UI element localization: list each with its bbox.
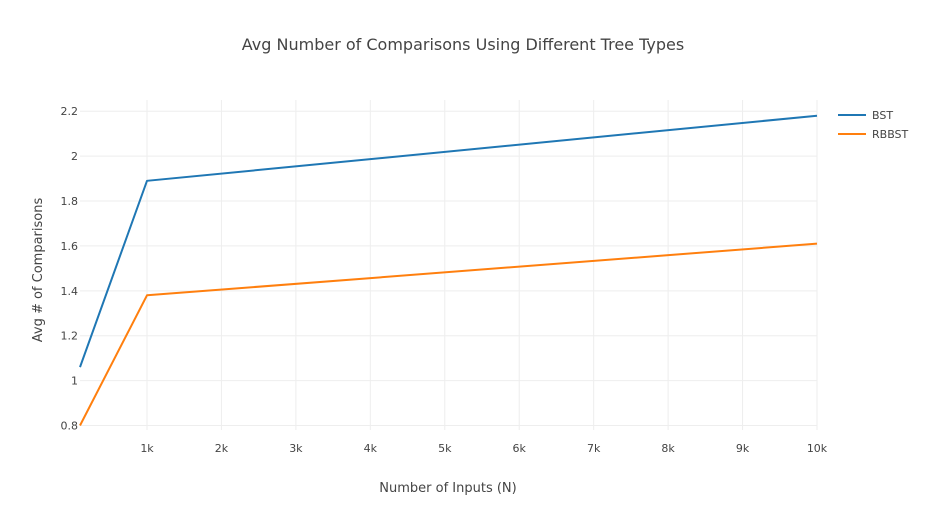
- series-line-rbbst: [79, 242, 818, 426]
- x-tick-label: 7k: [587, 442, 601, 455]
- x-tick-label: 6k: [513, 442, 527, 455]
- series-line-bst: [79, 114, 818, 368]
- legend-label: RBBST: [872, 128, 909, 141]
- legend-item-bst[interactable]: BST: [838, 109, 893, 122]
- y-tick-label: 0.8: [61, 420, 79, 433]
- x-tick-label: 8k: [661, 442, 675, 455]
- legend-label: BST: [872, 109, 893, 122]
- y-tick-label: 1: [71, 375, 78, 388]
- x-tick-label: 10k: [807, 442, 828, 455]
- x-tick-label: 4k: [364, 442, 378, 455]
- y-tick-label: 1.4: [61, 285, 79, 298]
- y-tick-label: 2.2: [61, 105, 79, 118]
- series-lines: [79, 114, 818, 426]
- y-axis-ticks: 0.8 1 1.2 1.4 1.6 1.8 2 2.2: [61, 105, 79, 432]
- y-tick-label: 1.2: [61, 330, 79, 343]
- x-tick-label: 3k: [289, 442, 303, 455]
- x-tick-label: 9k: [736, 442, 750, 455]
- x-tick-label: 5k: [438, 442, 452, 455]
- grid: [80, 100, 818, 430]
- y-tick-label: 2: [71, 150, 78, 163]
- y-tick-label: 1.8: [61, 195, 79, 208]
- legend-item-rbbst[interactable]: RBBST: [838, 128, 909, 141]
- x-tick-label: 1k: [140, 442, 154, 455]
- chart-title: Avg Number of Comparisons Using Differen…: [242, 35, 684, 54]
- x-axis-ticks: 1k 2k 3k 4k 5k 6k 7k 8k 9k 10k: [140, 442, 827, 455]
- legend[interactable]: BST RBBST: [838, 109, 909, 141]
- x-axis-title: Number of Inputs (N): [379, 481, 516, 496]
- y-tick-label: 1.6: [61, 240, 79, 253]
- y-axis-title: Avg # of Comparisons: [31, 198, 46, 343]
- x-tick-label: 2k: [215, 442, 229, 455]
